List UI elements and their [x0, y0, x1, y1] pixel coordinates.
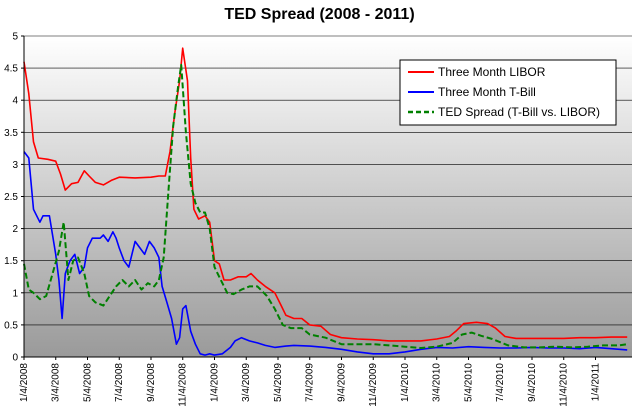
legend-label: TED Spread (T-Bill vs. LIBOR) [438, 105, 600, 119]
x-axis-ticks: 1/4/2008 3/4/2008 5/4/2008 7/4/2008 9/4/2008… [19, 357, 601, 407]
y-tick-label: 3.5 [4, 128, 18, 139]
y-tick-label: 3 [12, 160, 18, 171]
x-tick-label: 1/4/2011 [590, 363, 601, 402]
series-line-2 [23, 63, 628, 349]
y-tick-label: 1 [12, 288, 18, 299]
x-tick-label: 5/4/2010 [463, 363, 474, 402]
x-tick-label: 7/4/2009 [305, 363, 316, 402]
x-tick-label: 11/4/2010 [559, 363, 570, 407]
x-tick-label: 5/4/2009 [273, 363, 284, 402]
x-tick-label: 1/4/2010 [400, 363, 411, 402]
legend-label: Three Month T-Bill [438, 85, 536, 99]
x-tick-label: 7/4/2010 [495, 363, 506, 402]
x-tick-label: 3/4/2010 [432, 363, 443, 402]
x-tick-label: 1/4/2009 [209, 363, 220, 402]
x-tick-label: 7/4/2008 [114, 363, 125, 402]
x-tick-label: 3/4/2009 [241, 363, 252, 402]
chart-title: TED Spread (2008 - 2011) [224, 6, 415, 23]
y-tick-label: 4.5 [4, 64, 18, 75]
y-tick-label: 2 [12, 224, 18, 235]
y-tick-label: 1.5 [4, 256, 18, 267]
series-lines [23, 47, 628, 356]
legend: Three Month LIBOR Three Month T-Bill TED S… [399, 59, 617, 126]
y-tick-label: 4 [12, 96, 18, 107]
y-tick-label: 2.5 [4, 192, 18, 203]
y-tick-label: 0.5 [4, 320, 18, 331]
x-tick-label: 5/4/2008 [82, 363, 93, 402]
y-axis-ticks: 0 0.5 1 1.5 2 2.5 3 3.5 4 4.5 5 [4, 32, 24, 364]
x-tick-label: 11/4/2009 [368, 363, 379, 407]
x-tick-label: 11/4/2008 [178, 363, 189, 407]
x-tick-label: 3/4/2008 [51, 363, 62, 402]
x-tick-label: 1/4/2008 [19, 363, 30, 402]
x-tick-label: 9/4/2008 [146, 363, 157, 402]
x-tick-label: 9/4/2010 [527, 363, 538, 402]
y-tick-label: 5 [12, 32, 18, 43]
x-tick-label: 9/4/2009 [336, 363, 347, 402]
series-line-0 [23, 47, 628, 342]
legend-label: Three Month LIBOR [438, 65, 546, 79]
legend-box [399, 59, 617, 126]
y-tick-label: 0 [12, 353, 18, 364]
